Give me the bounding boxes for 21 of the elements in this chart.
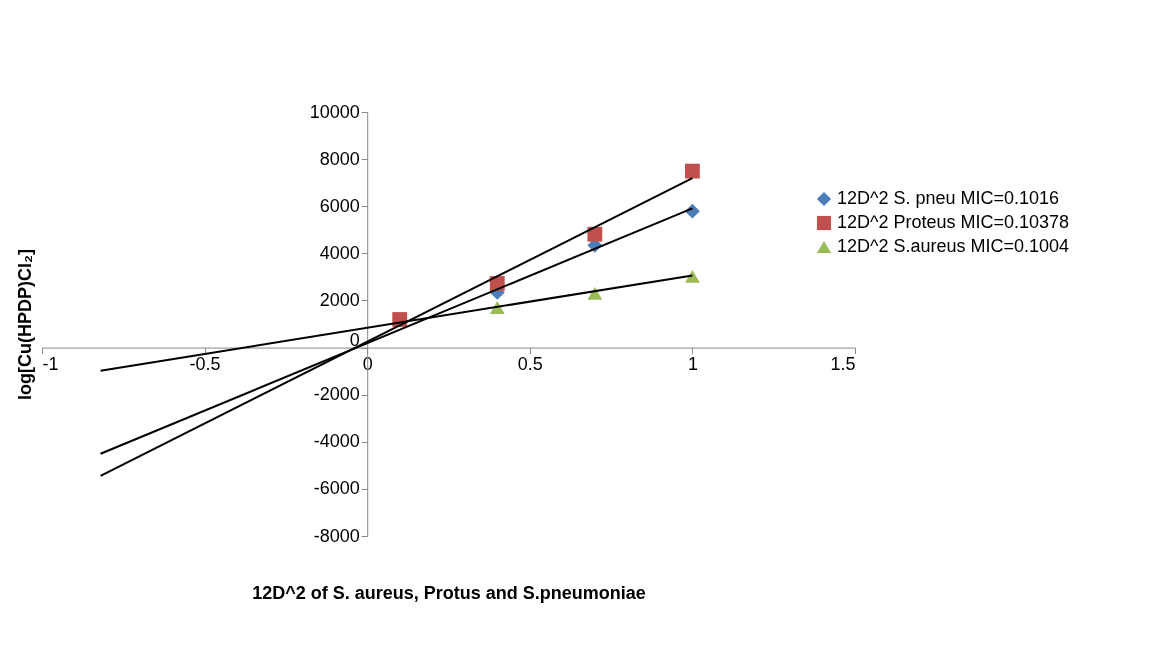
y-tick-label: 10000 bbox=[309, 101, 360, 122]
y-tick-label: -6000 bbox=[313, 478, 360, 499]
y-tick-label: -8000 bbox=[313, 525, 360, 546]
y-tick-label: 0 bbox=[349, 330, 360, 351]
y-tick-label: 6000 bbox=[319, 195, 360, 216]
y-tick-label: 8000 bbox=[319, 148, 360, 169]
x-tick-label: -0.5 bbox=[189, 354, 221, 375]
x-axis-title: 12D^2 of S. aureus, Protus and S.pneumoniae bbox=[252, 582, 646, 603]
legend-label: 12D^2 S. pneu MIC=0.1016 bbox=[837, 188, 1060, 208]
legend-label: 12D^2 S.aureus MIC=0.1004 bbox=[837, 236, 1070, 256]
x-tick-label: 0.5 bbox=[517, 354, 543, 375]
x-tick-label: 0 bbox=[362, 354, 373, 375]
y-tick-label: -2000 bbox=[313, 384, 360, 405]
y-axis-title: log[Cu(HPDP)Cl₂] bbox=[14, 249, 35, 400]
x-tick-label: 1 bbox=[687, 354, 698, 375]
x-tick-label: 1.5 bbox=[830, 354, 856, 375]
legend-label: 12D^2 Proteus MIC=0.10378 bbox=[837, 212, 1070, 232]
y-tick-label: -4000 bbox=[313, 431, 360, 452]
y-tick-label: 4000 bbox=[319, 242, 360, 263]
x-tick-label: -1 bbox=[42, 354, 59, 375]
y-tick-label: 2000 bbox=[319, 289, 360, 310]
